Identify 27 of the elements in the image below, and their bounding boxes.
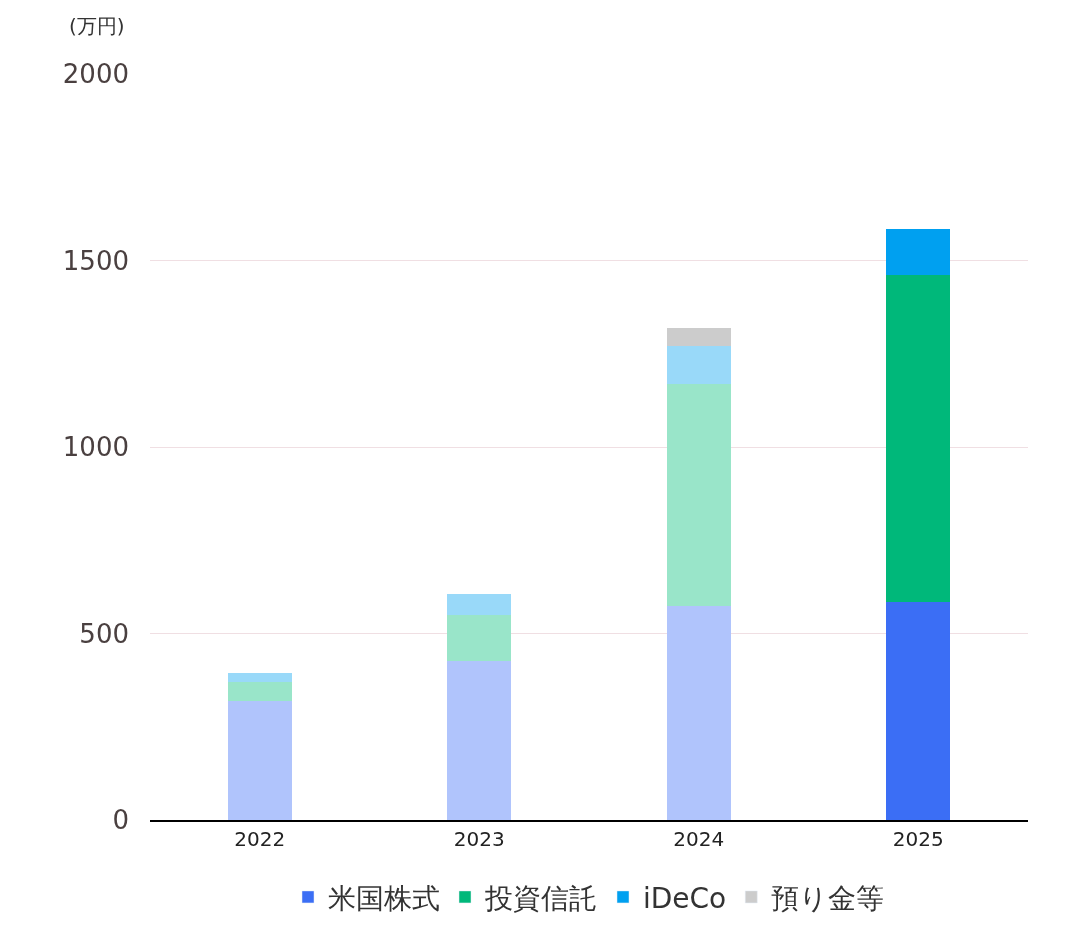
y-tick-label: 1500 — [62, 245, 129, 276]
bar — [227, 672, 292, 682]
legend-label: 米国株式 — [328, 881, 440, 915]
y-tick-label: 2000 — [62, 59, 129, 90]
bar — [447, 614, 512, 662]
legend-label: 預り金等 — [771, 881, 885, 915]
y-axis-title: (万円) — [69, 14, 125, 38]
bar — [886, 601, 951, 820]
bar — [227, 681, 292, 701]
legend-label: 投資信託 — [484, 881, 597, 915]
x-tick-label: 2022 — [234, 827, 286, 851]
bar — [666, 346, 731, 384]
x-tick-label: 2023 — [453, 827, 505, 851]
bar — [666, 327, 731, 347]
y-tick-label: 0 — [112, 805, 129, 836]
bar — [886, 275, 951, 602]
bar — [447, 661, 512, 820]
x-tick-label: 2024 — [673, 827, 725, 851]
legend-label: iDeCo — [643, 881, 727, 915]
x-tick-label: 2025 — [892, 827, 944, 851]
bar — [886, 228, 951, 276]
y-tick-label: 500 — [79, 618, 129, 649]
bar — [447, 594, 512, 615]
bar — [227, 700, 292, 820]
bar — [666, 605, 731, 820]
y-tick-label: 1000 — [62, 432, 129, 463]
bar — [666, 383, 731, 606]
